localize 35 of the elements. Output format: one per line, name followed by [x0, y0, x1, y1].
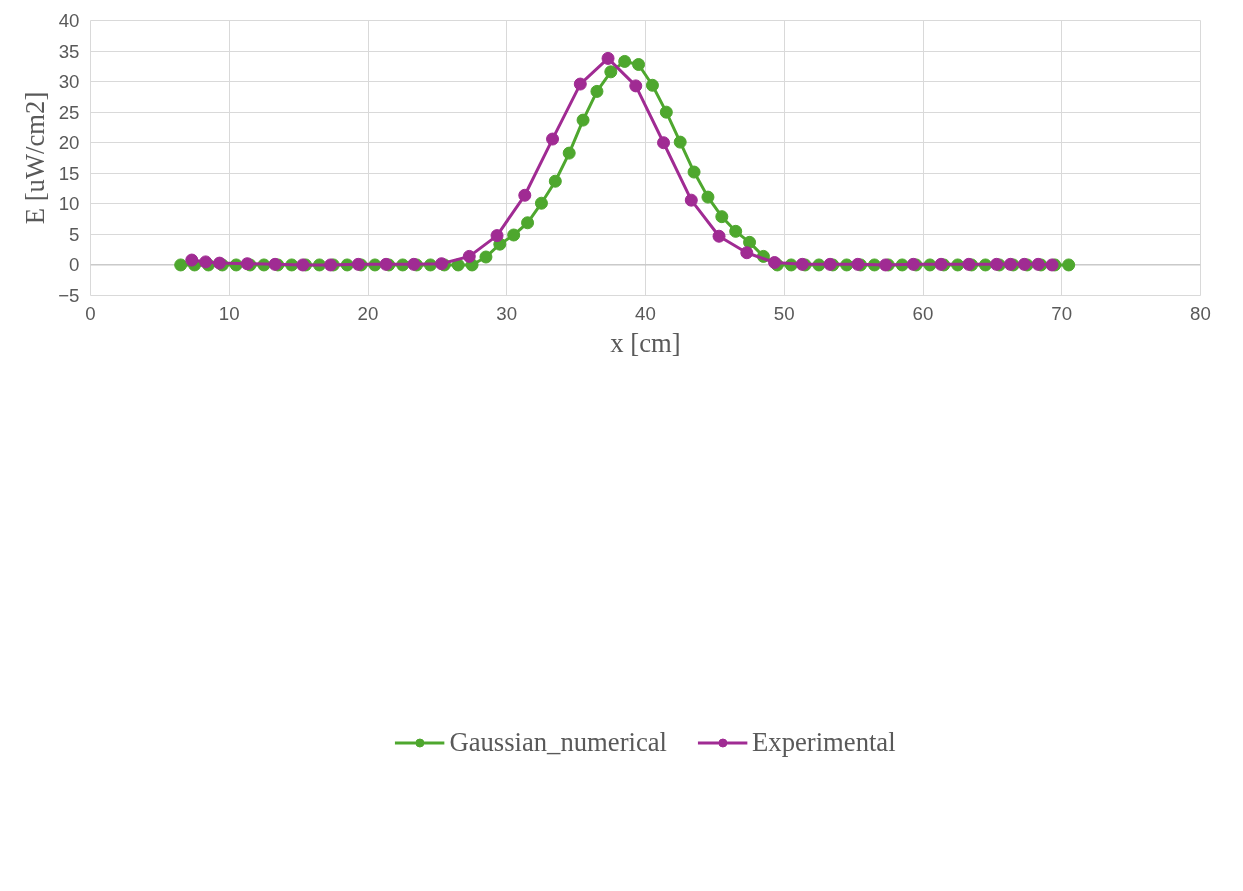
- y-tick-label: 40: [58, 10, 80, 31]
- point: [490, 229, 504, 243]
- x-tick-label: 30: [496, 302, 518, 324]
- point: [657, 136, 671, 150]
- x-tick-label: 10: [218, 302, 240, 324]
- x-tick-label: 0: [85, 302, 96, 324]
- x-tick-label: 80: [1190, 302, 1211, 324]
- x-tick-label: 20: [357, 302, 379, 324]
- point: [462, 249, 476, 263]
- point: [185, 253, 199, 267]
- legend-label: Gaussian_numerical: [449, 726, 668, 758]
- y-tick-label: 0: [69, 254, 80, 276]
- y-tick-label: 25: [58, 101, 80, 123]
- x-tick-label: 50: [773, 302, 795, 324]
- point: [684, 193, 698, 207]
- point: [573, 77, 587, 91]
- point: [601, 51, 615, 65]
- y-tick-label: 5: [69, 223, 80, 245]
- point: [629, 79, 643, 93]
- y-tick-label: 30: [58, 71, 80, 93]
- y-axis-title: E [uW/cm2]: [20, 91, 51, 225]
- legend-label: Experimental: [752, 726, 896, 758]
- x-tick-label: 40: [635, 302, 656, 324]
- y-tick-label: 15: [58, 162, 80, 184]
- point: [712, 229, 726, 243]
- point: [518, 188, 532, 202]
- point: [546, 132, 560, 146]
- x-tick-label: 70: [1051, 302, 1073, 324]
- point: [740, 246, 754, 260]
- y-tick-label: 35: [58, 40, 80, 62]
- y-tick-label: −5: [58, 285, 80, 306]
- y-tick-label: 20: [58, 132, 80, 154]
- y-tick-label: 10: [58, 193, 80, 215]
- x-tick-label: 60: [912, 302, 934, 324]
- x-axis-title: x [cm]: [610, 327, 681, 358]
